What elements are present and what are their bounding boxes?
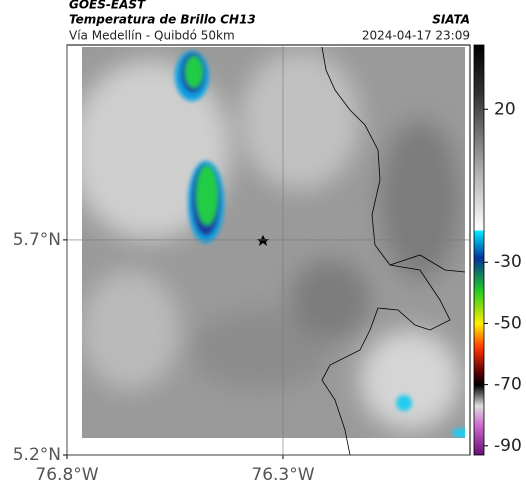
header: GOES-EAST Temperatura de Brillo CH13 Vía… xyxy=(69,0,470,43)
product: Temperatura de Brillo CH13 xyxy=(69,13,256,27)
region: Vía Medellín - Quibdó 50km xyxy=(69,29,235,43)
timestamp: 2024-04-17 23:09 xyxy=(362,29,470,43)
satellite: GOES-EAST xyxy=(69,0,146,12)
x-tick-label: 76.8°W xyxy=(35,465,98,485)
colorbar-label: -90 xyxy=(494,436,522,456)
y-tick-label: 5.7°N xyxy=(13,230,61,250)
x-tick-label: 76.3°W xyxy=(251,465,314,485)
colorbar-label: -70 xyxy=(494,375,522,395)
colorbar-label: -50 xyxy=(494,313,522,333)
colorbar-label: 20 xyxy=(494,99,516,119)
source: SIATA xyxy=(432,13,470,27)
y-tick-label: 5.2°N xyxy=(13,445,61,465)
colorbar xyxy=(473,44,485,456)
satellite-image xyxy=(82,46,466,456)
colorbar-label: -30 xyxy=(494,252,522,272)
